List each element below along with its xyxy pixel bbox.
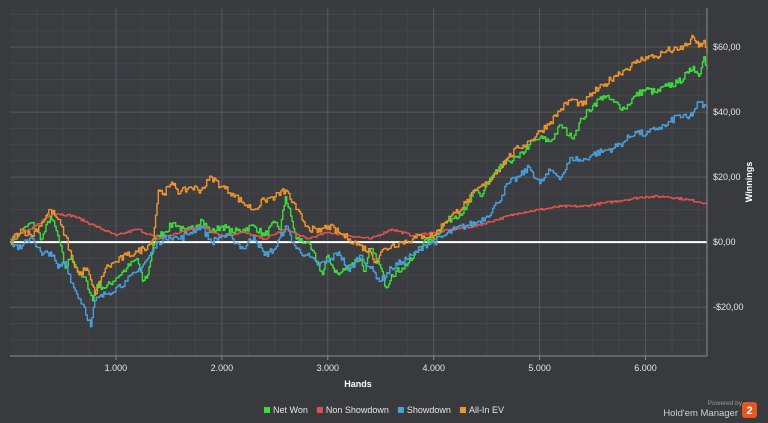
legend-label-showdown[interactable]: Showdown <box>407 405 451 415</box>
legend-label-non-showdown[interactable]: Non Showdown <box>326 405 389 415</box>
series-layer <box>10 34 708 328</box>
x-tick-label: 5.000 <box>528 363 551 373</box>
brand-name: Hold'em Manager <box>663 408 738 419</box>
y-tick-label: -$20,00 <box>713 302 744 312</box>
y-tick-label: $60,00 <box>713 42 741 52</box>
legend-swatch-all-in-ev[interactable] <box>459 407 466 413</box>
x-tick-label: 6.000 <box>634 363 657 373</box>
legend-label-all-in-ev[interactable]: All-In EV <box>469 405 504 415</box>
y-axis-title: Winnings <box>744 162 754 202</box>
x-tick-label: 2.000 <box>211 363 234 373</box>
legend-swatch-non-showdown[interactable] <box>316 407 323 413</box>
y-tick-label: $40,00 <box>713 107 741 117</box>
series-line-showdown <box>10 101 708 328</box>
legend-swatch-showdown[interactable] <box>397 407 404 413</box>
plot-background <box>10 8 707 356</box>
x-tick-label: 4.000 <box>422 363 445 373</box>
x-tick-label: 3.000 <box>317 363 340 373</box>
legend: Net Won Non Showdown Showdown All-In EV <box>264 405 504 415</box>
y-tick-label: $0,00 <box>713 237 736 247</box>
series-line-all-in-ev <box>10 34 708 295</box>
brand-badge-number: 2 <box>746 405 752 417</box>
brand-powered-by: Powered by <box>708 400 743 407</box>
legend-label-net-won[interactable]: Net Won <box>273 405 308 415</box>
brand-badge <box>742 402 757 418</box>
brand-logo: Powered by Hold'em Manager 2 <box>663 400 757 419</box>
x-tick-label: 1.000 <box>105 363 128 373</box>
y-tick-label: $20,00 <box>713 172 741 182</box>
legend-swatch-net-won[interactable] <box>264 407 270 413</box>
x-axis-title: Hands <box>344 379 372 389</box>
x-ticks: 1.000 2.000 3.000 4.000 5.000 6.000 <box>105 356 657 373</box>
y-ticks: -$20,00 $0,00 $20,00 $40,00 $60,00 <box>713 42 744 312</box>
series-line-non-showdown <box>10 194 708 241</box>
